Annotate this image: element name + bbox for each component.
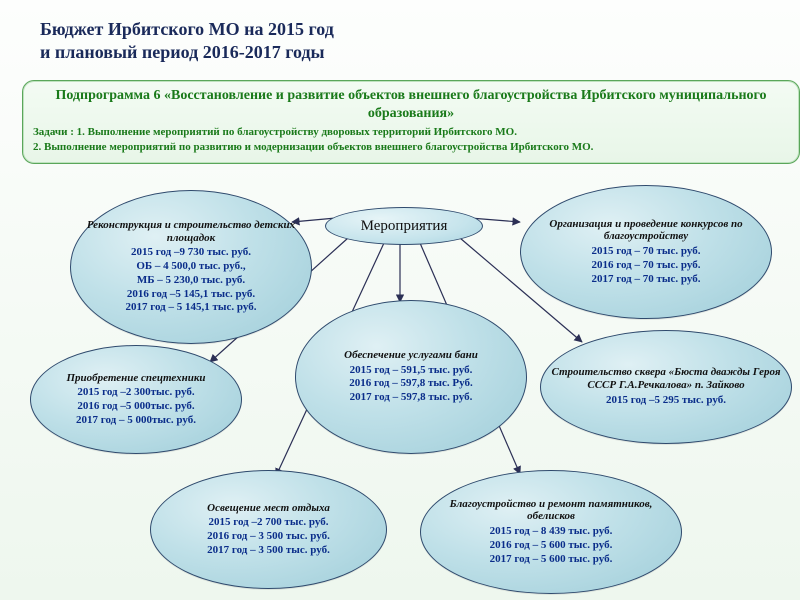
node-values: 2015 год –2 300тыс. руб.2016 год –5 000т… bbox=[76, 386, 196, 427]
page-title: Бюджет Ирбитского МО на 2015 год и плано… bbox=[40, 18, 334, 63]
node-title: Благоустройство и ремонт памятников, обе… bbox=[431, 498, 671, 523]
node-playgrounds: Реконструкция и строительство детских пл… bbox=[70, 190, 312, 344]
node-title: Реконструкция и строительство детских пл… bbox=[81, 219, 301, 244]
title-line-2: и плановый период 2016-2017 годы bbox=[40, 42, 325, 62]
node-values: 2015 год – 70 тыс. руб.2016 год – 70 тыс… bbox=[592, 245, 701, 286]
node-monuments: Благоустройство и ремонт памятников, обе… bbox=[420, 470, 682, 594]
node-square: Строительство сквера «Бюста дважды Героя… bbox=[540, 330, 792, 444]
node-bath: Обеспечение услугами бани 2015 год – 591… bbox=[295, 300, 527, 454]
node-values: 2015 год – 8 439 тыс. руб.2016 год – 5 6… bbox=[490, 525, 613, 566]
node-contests: Организация и проведение конкурсов по бл… bbox=[520, 185, 772, 319]
node-values: 2015 год –5 295 тыс. руб. bbox=[606, 394, 726, 408]
node-lighting: Освещение мест отдыха 2015 год –2 700 ты… bbox=[150, 470, 387, 589]
node-title: Строительство сквера «Бюста дважды Героя… bbox=[551, 366, 781, 391]
node-title: Приобретение спецтехники bbox=[66, 372, 205, 385]
node-title: Освещение мест отдыха bbox=[207, 502, 330, 515]
subprogram-tasks: Задачи : 1. Выполнение мероприятий по бл… bbox=[33, 125, 789, 155]
node-values: 2015 год – 591,5 тыс. руб.2016 год – 597… bbox=[349, 364, 472, 405]
subprogram-box: Подпрограмма 6 «Восстановление и развити… bbox=[22, 80, 800, 164]
title-line-1: Бюджет Ирбитского МО на 2015 год bbox=[40, 19, 334, 39]
subprogram-heading: Подпрограмма 6 «Восстановление и развити… bbox=[33, 87, 789, 123]
node-values: 2015 год –2 700 тыс. руб.2016 год – 3 50… bbox=[207, 516, 330, 557]
node-equipment: Приобретение спецтехники 2015 год –2 300… bbox=[30, 345, 242, 454]
node-title: Организация и проведение конкурсов по бл… bbox=[531, 218, 761, 243]
center-label: Мероприятия bbox=[361, 218, 448, 235]
center-node: Мероприятия bbox=[325, 207, 483, 245]
node-values: 2015 год –9 730 тыс. руб.ОБ – 4 500,0 ты… bbox=[126, 246, 257, 315]
node-title: Обеспечение услугами бани bbox=[344, 349, 478, 362]
